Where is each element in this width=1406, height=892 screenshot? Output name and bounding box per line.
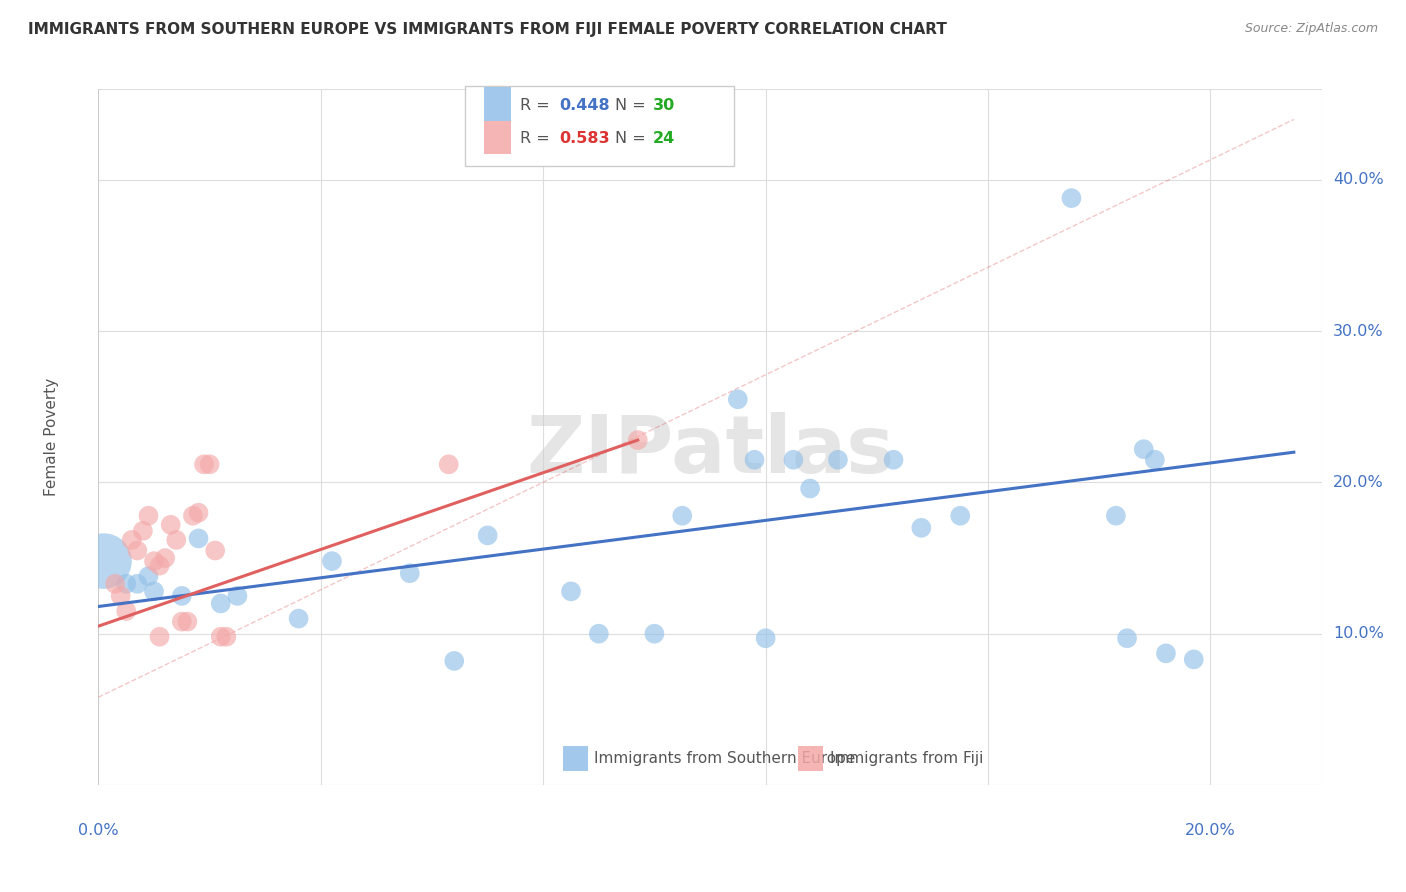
Point: [187, 532, 209, 546]
Text: ZIPatlas: ZIPatlas: [526, 412, 894, 490]
Point: [1132, 442, 1154, 457]
Text: Female Poverty: Female Poverty: [45, 378, 59, 496]
Point: [744, 452, 766, 467]
FancyBboxPatch shape: [799, 746, 823, 771]
Point: [1143, 452, 1166, 467]
Text: R =: R =: [520, 131, 555, 146]
Point: [643, 626, 665, 640]
Point: [127, 576, 149, 591]
Point: [149, 558, 172, 573]
Point: [827, 452, 849, 467]
FancyBboxPatch shape: [484, 120, 510, 154]
Point: [215, 630, 238, 644]
Point: [1182, 652, 1205, 666]
Text: N =: N =: [614, 131, 651, 146]
Point: [321, 554, 343, 568]
Text: 0.0%: 0.0%: [79, 822, 118, 838]
Point: [159, 517, 181, 532]
Point: [799, 482, 821, 496]
Point: [627, 433, 650, 447]
Text: 0.583: 0.583: [560, 131, 610, 146]
Point: [1105, 508, 1128, 523]
Point: [143, 584, 166, 599]
Point: [104, 576, 127, 591]
Text: 20.0%: 20.0%: [1185, 822, 1236, 838]
Text: 24: 24: [652, 131, 675, 146]
Point: [176, 615, 198, 629]
Point: [209, 597, 232, 611]
Point: [671, 508, 693, 523]
Point: [588, 626, 610, 640]
FancyBboxPatch shape: [465, 86, 734, 166]
Point: [437, 458, 460, 472]
Point: [883, 452, 905, 467]
FancyBboxPatch shape: [484, 87, 510, 120]
Point: [165, 533, 187, 547]
Point: [782, 452, 804, 467]
Point: [198, 458, 221, 472]
Point: [204, 543, 226, 558]
Text: IMMIGRANTS FROM SOUTHERN EUROPE VS IMMIGRANTS FROM FIJI FEMALE POVERTY CORRELATI: IMMIGRANTS FROM SOUTHERN EUROPE VS IMMIG…: [28, 22, 948, 37]
Text: Immigrants from Fiji: Immigrants from Fiji: [830, 751, 983, 766]
Point: [187, 506, 209, 520]
Point: [153, 551, 176, 566]
Point: [477, 528, 499, 542]
Point: [443, 654, 465, 668]
Point: [193, 458, 215, 472]
Text: 10.0%: 10.0%: [1333, 626, 1384, 641]
Text: 40.0%: 40.0%: [1333, 172, 1384, 187]
Text: 0.448: 0.448: [560, 98, 610, 112]
Point: [226, 589, 249, 603]
Point: [132, 524, 155, 538]
Point: [1060, 191, 1083, 205]
Point: [127, 543, 149, 558]
Point: [181, 508, 204, 523]
FancyBboxPatch shape: [564, 746, 588, 771]
Point: [910, 521, 932, 535]
Point: [121, 533, 143, 547]
Text: 30.0%: 30.0%: [1333, 324, 1384, 339]
Point: [115, 604, 138, 618]
Point: [1116, 632, 1139, 646]
Point: [170, 589, 193, 603]
Point: [143, 554, 166, 568]
Point: [138, 569, 160, 583]
Point: [287, 611, 309, 625]
Point: [727, 392, 749, 407]
Text: 30: 30: [652, 98, 675, 112]
Text: 20.0%: 20.0%: [1333, 475, 1384, 490]
Point: [560, 584, 582, 599]
Point: [138, 508, 160, 523]
Point: [209, 630, 232, 644]
Text: N =: N =: [614, 98, 651, 112]
Point: [170, 615, 193, 629]
Point: [1154, 646, 1177, 660]
Point: [949, 508, 972, 523]
Text: R =: R =: [520, 98, 555, 112]
Text: Immigrants from Southern Europe: Immigrants from Southern Europe: [593, 751, 855, 766]
Point: [110, 589, 132, 603]
Point: [755, 632, 778, 646]
Text: Source: ZipAtlas.com: Source: ZipAtlas.com: [1244, 22, 1378, 36]
Point: [115, 576, 138, 591]
Point: [93, 554, 115, 568]
Point: [398, 566, 420, 581]
Point: [149, 630, 172, 644]
